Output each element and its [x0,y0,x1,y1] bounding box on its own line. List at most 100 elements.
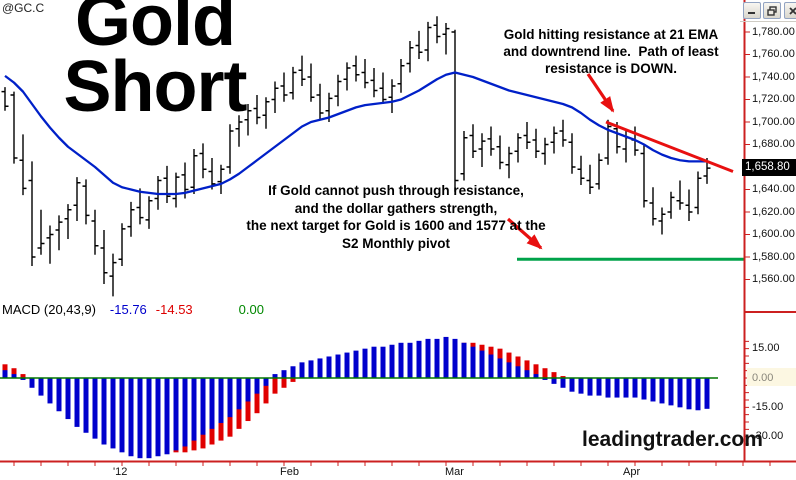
macd-bar [650,378,656,402]
target-annotation-line: the next target for Gold is 1600 and 157… [246,218,546,233]
minimize-button[interactable] [743,2,761,19]
macd-bar [362,348,368,378]
macd-bar [407,342,413,378]
macd-zero-label-highlight [747,368,796,386]
restore-button[interactable] [763,2,781,19]
chart-title-line2: Short [63,47,248,127]
macd-axis-label: -30.00 [752,430,784,443]
macd-bar [614,378,620,398]
macd-bar [479,350,485,378]
macd-bar [524,370,530,378]
macd-bar [425,338,431,378]
macd-bar [704,378,710,409]
macd-bar [308,360,314,378]
macd-signal-bar [272,378,278,394]
macd-bar [461,342,467,378]
macd-bar [200,378,206,435]
macd-bar [92,378,98,439]
price-axis-label: 1,780.00 [752,25,795,38]
restore-icon [767,5,777,16]
macd-bar [281,370,287,378]
macd-bar [191,378,197,441]
macd-bar [380,346,386,378]
macd-bar [38,378,44,396]
macd-bar [389,344,395,378]
ema21-line [4,71,707,196]
macd-bar [182,378,188,447]
macd-bar [632,378,638,398]
macd-signal-bar [533,364,539,378]
macd-bar [119,378,125,453]
watermark: leadingtrader.com [582,428,763,451]
price-axis-label: 1,740.00 [752,70,795,83]
macd-zero-value: 0.00 [238,302,264,317]
symbol-label: @GC.C [2,1,45,15]
window-controls [743,2,796,19]
macd-bar [335,354,341,378]
macd-bar [299,362,305,378]
macd-bar [137,378,143,459]
macd-bar [11,374,17,378]
x-axis-label: Mar [445,466,464,478]
price-axis-label: 1,720.00 [752,93,795,105]
price-axis-label: 1,600.00 [752,228,795,240]
macd-bar [245,378,251,402]
macd-bar [263,378,269,386]
macd-bar [443,336,449,378]
macd-bar [47,378,53,404]
macd-bar [434,338,440,378]
macd-bar [569,378,575,392]
macd-bar [533,374,539,378]
macd-bar [146,378,152,459]
minimize-icon [748,12,755,14]
macd-bar [128,378,134,457]
close-button[interactable] [784,2,796,19]
macd-bar [173,378,179,451]
resistance-annotation-line: resistance is DOWN. [544,61,678,76]
macd-bar [56,378,62,412]
price-axis-label: 1,640.00 [752,183,795,195]
macd-signal-value: -14.53 [155,302,193,317]
macd-bar [596,378,602,396]
x-axis-label: Apr [623,466,641,478]
macd-bar [65,378,71,420]
resistance-annotation: Gold hitting resistance at 21 EMA and do… [488,26,734,77]
macd-bar [29,378,35,388]
macd-bar [560,378,566,388]
target-annotation: If Gold cannot push through resistance, … [226,182,566,252]
x-axis-label: Feb [280,466,299,478]
macd-bar [488,354,494,378]
macd-bar [506,362,512,378]
macd-signal-bar [254,378,260,414]
macd-bar [398,342,404,378]
macd-bar [668,378,674,406]
macd-bar [587,378,593,396]
resistance-annotation-line: Gold hitting resistance at 21 EMA [503,27,719,42]
close-icon [789,6,796,15]
macd-bar [236,378,242,410]
macd-bar [83,378,89,433]
macd-bar [110,378,116,449]
macd-bar [686,378,692,410]
macd-bar [218,378,224,423]
macd-signal-bar [290,378,296,382]
macd-signal-bar [11,368,17,378]
macd-bar [272,374,278,378]
macd-bar [677,378,683,408]
macd-axis-label: 0.00 [752,371,774,384]
macd-label: MACD (20,43,9) [2,302,96,317]
macd-indicator-row: MACD (20,43,9) -15.76 -14.53 0.00 [2,302,264,317]
macd-bar [497,358,503,378]
macd-value: -15.76 [109,302,147,317]
target-annotation-line: and the dollar gathers strength, [294,200,498,216]
macd-bar [659,378,665,404]
macd-bar [641,378,647,400]
price-axis-label: 1,620.00 [752,205,795,218]
macd-bar [578,378,584,394]
window-chrome-divider [740,21,796,22]
macd-axis-label: -15.00 [752,400,784,413]
price-axis-label: 1,560.00 [752,273,795,285]
macd-bar [155,378,161,457]
macd-bar [2,370,8,378]
